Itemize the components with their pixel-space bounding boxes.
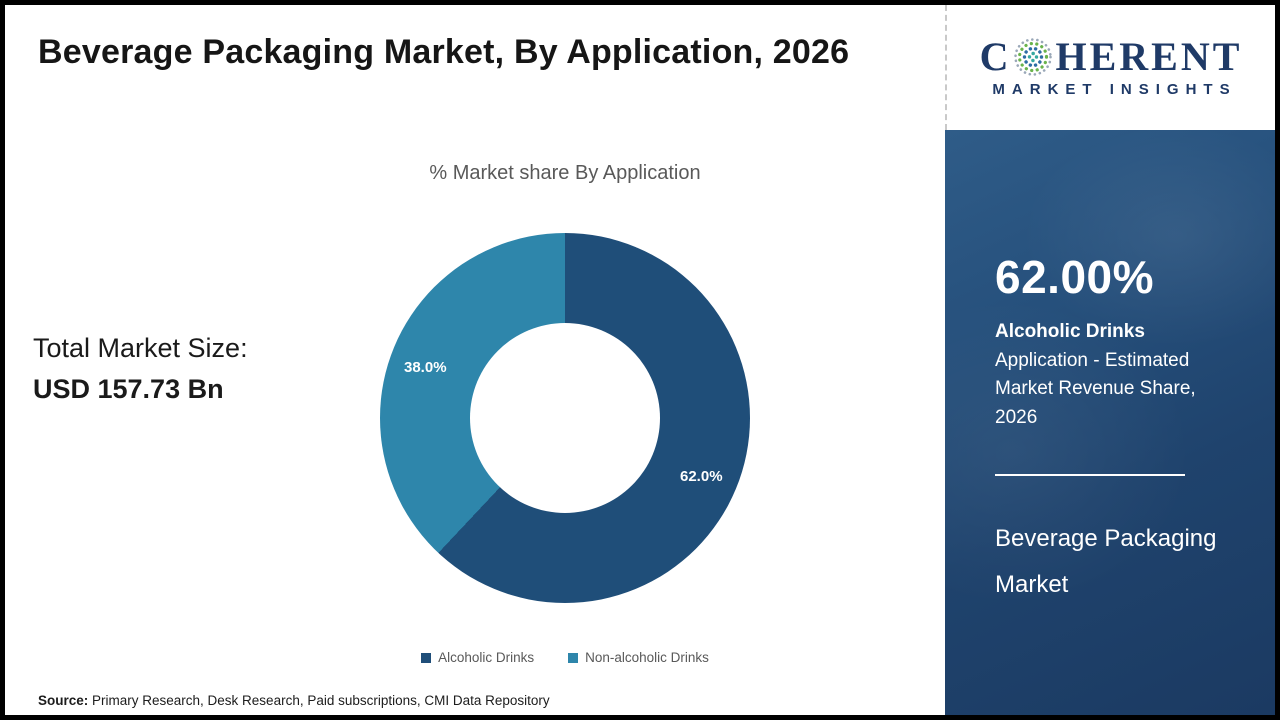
highlight-sidebar: 62.00% Alcoholic Drinks Application - Es… xyxy=(945,130,1275,715)
logo-text-suffix: HERENT xyxy=(1055,34,1243,79)
highlight-segment-text: Application - Estimated Market Revenue S… xyxy=(995,349,1196,428)
highlight-description: Alcoholic Drinks Application - Estimated… xyxy=(995,318,1230,432)
highlight-percentage: 62.00% xyxy=(995,251,1155,303)
sidebar-market-name: Beverage Packaging Market xyxy=(995,525,1217,598)
chart-legend: Alcoholic Drinks Non-alcoholic Drinks xyxy=(305,650,825,665)
highlight-segment-name: Alcoholic Drinks xyxy=(995,321,1145,342)
coherent-logo-dots-icon xyxy=(1014,38,1053,76)
coherent-logo-wordmark: C HERENT xyxy=(980,37,1243,77)
legend-label-non-alcoholic: Non-alcoholic Drinks xyxy=(585,650,709,665)
chart-subtitle: % Market share By Application xyxy=(429,162,701,184)
sidebar-divider xyxy=(995,474,1185,476)
source-line: Source: Primary Research, Desk Research,… xyxy=(38,693,550,708)
slice-label-alcoholic: 62.0% xyxy=(680,468,723,485)
logo-subtitle: MARKET INSIGHTS xyxy=(992,81,1237,98)
legend-item-alcoholic: Alcoholic Drinks xyxy=(421,650,534,665)
logo-text-prefix: C xyxy=(979,34,1012,79)
legend-swatch-alcoholic-icon xyxy=(421,652,432,663)
donut-chart-area: 38.0% 62.0% xyxy=(380,233,750,603)
source-label: Source: xyxy=(38,693,89,708)
legend-label-alcoholic: Alcoholic Drinks xyxy=(438,650,535,665)
page-title: Beverage Packaging Market, By Applicatio… xyxy=(38,33,850,71)
source-text: Primary Research, Desk Research, Paid su… xyxy=(88,693,550,708)
donut-hole xyxy=(470,323,660,513)
market-size-value: USD 157.73 Bn xyxy=(33,374,224,404)
coherent-logo: C HERENT MARKET INSIGHTS xyxy=(945,5,1275,130)
legend-item-non-alcoholic: Non-alcoholic Drinks xyxy=(568,650,709,665)
total-market-size: Total Market Size: USD 157.73 Bn xyxy=(33,333,248,405)
market-size-label: Total Market Size: xyxy=(33,333,248,363)
slice-label-non-alcoholic: 38.0% xyxy=(404,359,447,376)
legend-swatch-non-alcoholic-icon xyxy=(568,652,579,663)
